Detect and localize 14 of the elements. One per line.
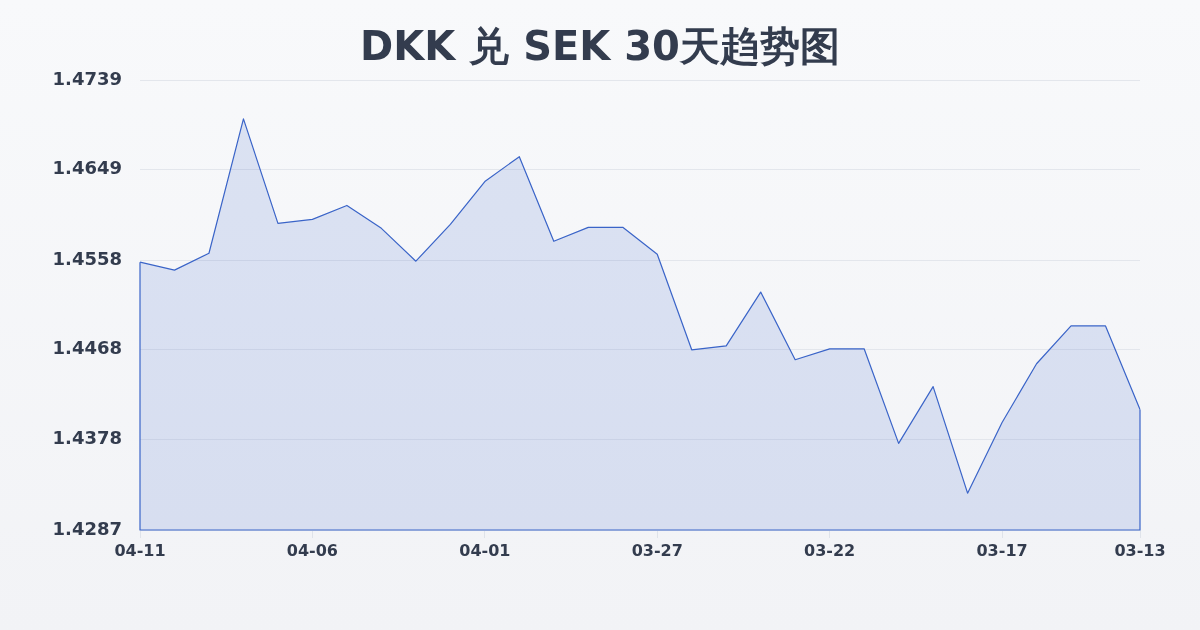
y-tick-label: 1.4287 <box>52 517 122 539</box>
x-tick-label: 04-01 <box>459 540 511 560</box>
x-tick-label: 03-13 <box>1114 540 1166 560</box>
y-tick-label: 1.4378 <box>52 427 122 449</box>
y-tick-label: 1.4468 <box>52 337 122 359</box>
x-tick-label: 03-17 <box>976 540 1028 560</box>
chart-title: DKK 兑 SEK 30天趋势图 <box>359 23 841 69</box>
x-tick-label: 03-27 <box>631 540 683 560</box>
x-tick-label: 03-22 <box>804 540 856 560</box>
x-tick-label: 04-06 <box>286 540 338 560</box>
y-tick-label: 1.4649 <box>52 157 122 179</box>
y-tick-label: 1.4739 <box>52 67 122 89</box>
y-tick-label: 1.4558 <box>52 247 122 269</box>
x-tick-label: 04-11 <box>114 540 166 560</box>
